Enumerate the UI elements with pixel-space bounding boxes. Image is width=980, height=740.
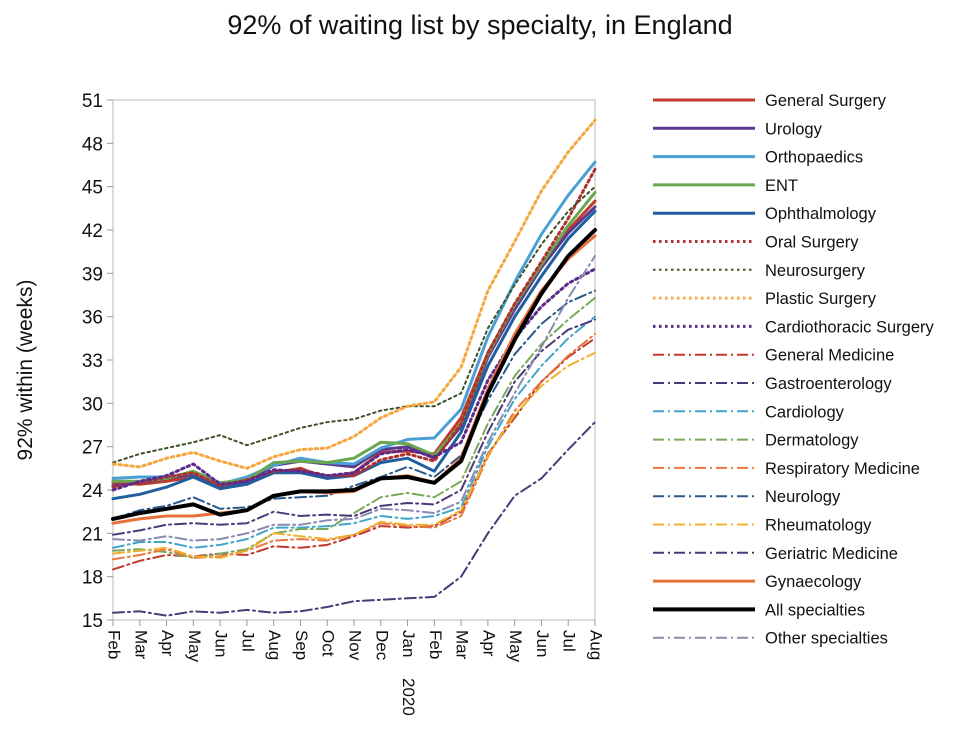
y-tick-label: 36 <box>82 308 103 329</box>
x-tick-label: Aug <box>587 630 606 660</box>
x-tick-label: Mar <box>131 630 150 660</box>
legend-label-ent: ENT <box>765 177 798 195</box>
legend-label-neurology: Neurology <box>765 488 841 506</box>
legend-label-cardiology: Cardiology <box>765 403 845 421</box>
plot-frame <box>112 99 596 621</box>
y-tick-label: 15 <box>82 611 103 632</box>
x-tick-label: Nov <box>346 630 365 661</box>
x-tick-label: Sep <box>292 630 311 660</box>
y-tick-label: 48 <box>82 134 103 155</box>
x-tick-label: Jun <box>533 630 552 657</box>
x-tick-label: Feb <box>426 630 445 659</box>
series-line-other-specialties <box>112 255 596 542</box>
legend-label-dermatology: Dermatology <box>765 432 859 450</box>
y-tick-label: 51 <box>82 91 103 112</box>
x-tick-label: Mar <box>453 630 472 660</box>
legend-label-orthopaedics: Orthopaedics <box>765 149 863 167</box>
legend-label-plastic-surgery: Plastic Surgery <box>765 290 877 308</box>
legend-label-oral-surgery: Oral Surgery <box>765 234 859 252</box>
legend-label-gastroenterology: Gastroenterology <box>765 375 892 393</box>
x-tick-label: May <box>185 630 204 663</box>
y-tick-label: 33 <box>82 351 103 372</box>
legend-label-all-specialties: All specialties <box>765 601 865 619</box>
series-line-cardiology <box>112 315 596 549</box>
legend-label-cardiothoracic-surgery: Cardiothoracic Surgery <box>765 318 934 336</box>
legend-label-other-specialties: Other specialties <box>765 630 888 648</box>
legend-label-rheumatology: Rheumatology <box>765 517 872 535</box>
y-tick-label: 21 <box>82 524 103 545</box>
x-tick-label: May <box>506 630 525 663</box>
x-tick-label: Oct <box>319 630 338 657</box>
legend-label-gynaecology: Gynaecology <box>765 573 862 591</box>
legend-label-ophthalmology: Ophthalmology <box>765 205 877 223</box>
y-tick-label: 45 <box>82 178 103 199</box>
series-line-geriatric-medicine <box>112 318 596 536</box>
series-line-gastroenterology <box>112 421 596 617</box>
series-line-general-surgery <box>111 199 597 491</box>
x-tick-label: Aug <box>265 630 284 660</box>
y-tick-label: 30 <box>82 394 103 415</box>
x-tick-label: Feb <box>105 630 124 659</box>
series-line-general-medicine <box>112 337 596 571</box>
legend-label-general-surgery: General Surgery <box>765 92 887 110</box>
x-tick-label: Dec <box>372 630 391 661</box>
y-tick-label: 39 <box>82 264 103 285</box>
series-line-respiratory-medicine <box>112 333 596 561</box>
y-tick-label: 24 <box>82 481 104 502</box>
legend-label-respiratory-medicine: Respiratory Medicine <box>765 460 920 478</box>
y-tick-label: 18 <box>82 568 103 589</box>
legend-label-general-medicine: General Medicine <box>765 347 894 365</box>
x-tick-label: Apr <box>158 630 177 657</box>
series-line-all-specialties <box>111 228 597 521</box>
series-line-oral-surgery <box>111 167 597 489</box>
y-tick-label: 42 <box>82 221 103 242</box>
x-tick-label: Apr <box>479 630 498 657</box>
legend-label-geriatric-medicine: Geriatric Medicine <box>765 545 898 563</box>
x-tick-label: Jul <box>238 630 257 652</box>
series-line-neurosurgery <box>112 185 596 464</box>
series-line-ent <box>111 190 597 485</box>
series-line-rheumatology <box>112 351 596 559</box>
x-tick-label: Jun <box>212 630 231 657</box>
x-year-label: 2020 <box>399 678 418 716</box>
chart-title: 92% of waiting list by specialty, in Eng… <box>227 10 733 40</box>
x-tick-label: Jan <box>399 630 418 657</box>
x-tick-label: Jul <box>560 630 579 652</box>
series-line-neurology <box>112 289 596 520</box>
series-line-dermatology <box>112 296 596 559</box>
legend-label-urology: Urology <box>765 120 823 138</box>
series-line-plastic-surgery <box>111 118 597 470</box>
legend-label-neurosurgery: Neurosurgery <box>765 262 866 280</box>
y-tick-label: 27 <box>82 438 103 459</box>
